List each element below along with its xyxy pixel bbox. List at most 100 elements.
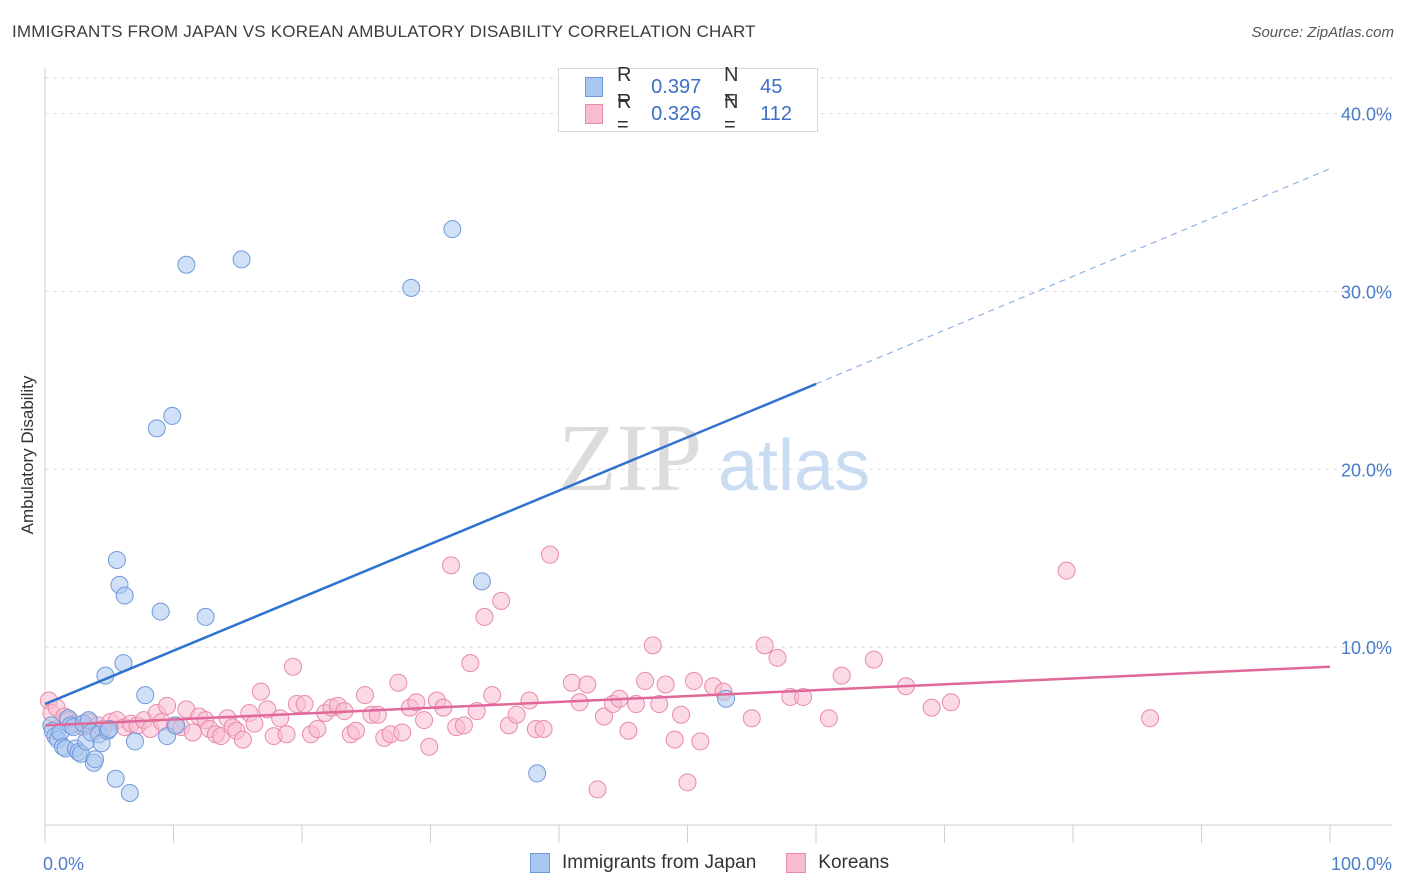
japan-point (232, 250, 251, 269)
korean-point (295, 695, 314, 714)
korean-point (691, 732, 710, 751)
legend-swatch-japan (530, 853, 550, 873)
correlation-legend: R = 0.397 N = 45 R = 0.326 N = 112 (558, 64, 818, 136)
japan-point (151, 602, 170, 621)
japan-point (177, 255, 196, 274)
legend-label-koreans: Koreans (818, 852, 890, 873)
japan-point (147, 419, 166, 438)
japan-point (472, 572, 491, 591)
korean-point (233, 730, 252, 749)
japan-point (167, 716, 186, 735)
korean-point (864, 650, 883, 669)
watermark-atlas: atlas (718, 426, 870, 506)
korean-point (308, 719, 327, 738)
korean-point (684, 671, 703, 690)
korean-point (483, 686, 502, 705)
japan-point (528, 764, 547, 783)
japan-point (100, 719, 119, 738)
japan-point (402, 278, 421, 297)
legend-row-koreans: R = 0.326 N = 112 (585, 91, 817, 136)
korean-point (534, 719, 553, 738)
korean-point (420, 737, 439, 756)
y-axis-label: Ambulatory Disability (18, 375, 37, 535)
source-label: Source: ZipAtlas.com (1251, 24, 1394, 41)
grid-lines (45, 77, 1392, 648)
korean-point (678, 773, 697, 792)
korean-point (922, 698, 941, 717)
korean-point (562, 673, 581, 692)
x-tick-label: 0.0% (43, 854, 84, 874)
korean-point (158, 696, 177, 715)
y-tick-label: 40.0% (1341, 105, 1392, 125)
korean-point (819, 709, 838, 728)
legend-r-label: R = (616, 64, 632, 109)
korean-trend-line (44, 665, 1331, 727)
tick-labels: 10.0% 20.0% 30.0% 40.0% 0.0% 100.0% (43, 105, 1392, 874)
series-legend: Immigrants from Japan Koreans (530, 852, 919, 874)
legend-item-japan[interactable]: Immigrants from Japan (530, 852, 756, 874)
legend-row-japan: R = 0.397 N = 45 (585, 64, 817, 109)
japan-point (196, 607, 215, 626)
korean-point (650, 695, 669, 714)
korean-point (619, 721, 638, 740)
korean-point (277, 725, 296, 744)
legend-n-label: N = (724, 64, 739, 109)
korean-point (475, 607, 494, 626)
korean-points (39, 545, 1160, 799)
korean-point (578, 675, 597, 694)
korean-point (442, 556, 461, 575)
korean-point (656, 675, 675, 694)
legend-swatch-koreans (786, 853, 807, 873)
legend-n-label: N = (724, 91, 739, 136)
korean-point (492, 591, 511, 610)
korean-point (461, 654, 480, 673)
legend-label-japan: Immigrants from Japan (562, 852, 757, 873)
korean-point (271, 709, 290, 728)
watermark-zip: ZIP (558, 404, 702, 511)
korean-point (941, 693, 960, 712)
legend-swatch-koreans (585, 104, 603, 124)
japan-point (106, 769, 125, 788)
chart-title: IMMIGRANTS FROM JAPAN VS KOREAN AMBULATO… (12, 22, 756, 41)
japan-point (107, 550, 126, 569)
japan-point (136, 686, 155, 705)
korean-point (794, 687, 813, 706)
legend-item-koreans[interactable]: Koreans (786, 852, 889, 874)
y-tick-label: 30.0% (1341, 282, 1392, 302)
japan-point (163, 406, 182, 425)
korean-point (507, 705, 526, 724)
japan-points (42, 220, 736, 802)
korean-point (454, 716, 473, 735)
korean-point (832, 666, 851, 685)
korean-point (643, 636, 662, 655)
korean-point (755, 636, 774, 655)
japan-trend-extension (815, 168, 1331, 385)
korean-point (768, 648, 787, 667)
korean-point (258, 700, 277, 719)
legend-n-value: 45 (760, 75, 783, 98)
japan-point (443, 220, 462, 239)
japan-point (125, 732, 144, 751)
japan-point (86, 750, 105, 769)
japan-point (115, 586, 134, 605)
korean-point (541, 545, 560, 564)
korean-point (183, 723, 202, 742)
korean-point (636, 671, 655, 690)
x-tick-label: 100.0% (1331, 854, 1392, 874)
japan-trend-line (44, 382, 817, 706)
korean-point (588, 780, 607, 799)
korean-point (407, 693, 426, 712)
legend-r-label: R = (616, 91, 632, 136)
korean-point (742, 709, 761, 728)
korean-point (1141, 709, 1160, 728)
korean-point (284, 657, 303, 676)
trend-lines (44, 168, 1331, 727)
japan-point (120, 783, 139, 802)
korean-point (346, 721, 365, 740)
legend-swatch-japan (585, 77, 603, 97)
korean-point (355, 686, 374, 705)
korean-point (520, 691, 539, 710)
korean-point (389, 673, 408, 692)
korean-point (393, 723, 412, 742)
